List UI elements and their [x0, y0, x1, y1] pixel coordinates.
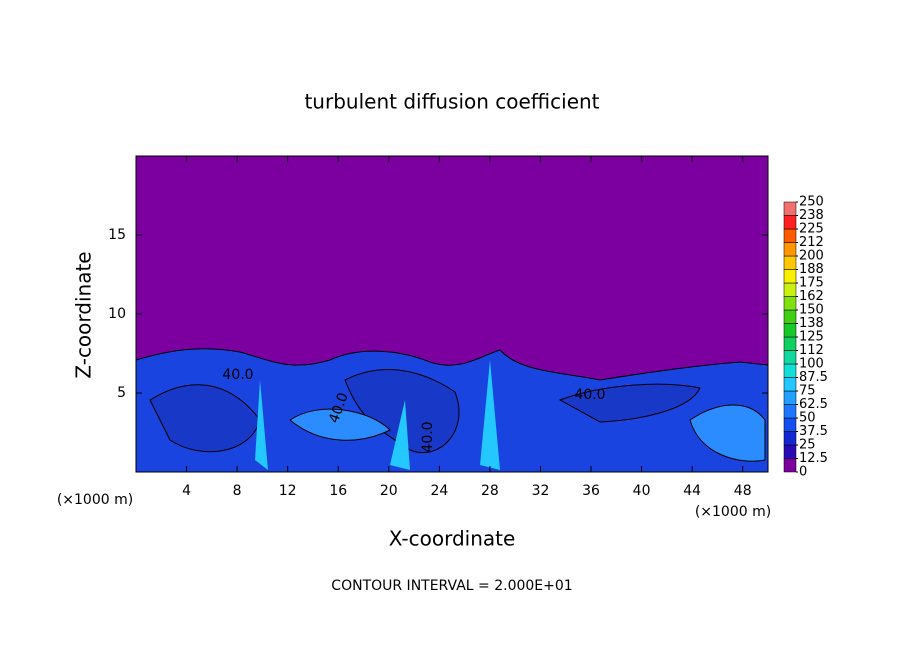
- x-tick-label: 32: [532, 483, 550, 499]
- x-tick-label: 40: [633, 483, 651, 499]
- colorbar-cell: [783, 431, 797, 446]
- footer-note: CONTOUR INTERVAL = 2.000E+01: [331, 578, 572, 594]
- colorbar-label: 138: [799, 316, 824, 331]
- y-tick-label: 5: [117, 385, 126, 401]
- colorbar-label: 200: [799, 249, 824, 264]
- x-tick-label: 12: [279, 483, 297, 499]
- colorbar-cell: [783, 282, 797, 297]
- x-tick-label: 16: [329, 483, 347, 499]
- x-tick-label: 20: [380, 483, 398, 499]
- x-unit: (×1000 m): [57, 492, 133, 508]
- colorbar-label: 238: [799, 208, 824, 223]
- x-tick-label: 28: [481, 483, 499, 499]
- x-tick-label: 48: [734, 483, 752, 499]
- colorbar-label: 62.5: [799, 397, 828, 412]
- colorbar-label: 112: [799, 343, 824, 358]
- x-axis-label: X-coordinate: [389, 527, 516, 551]
- chart-title: turbulent diffusion coefficient: [304, 90, 599, 114]
- colorbar-label: 100: [799, 357, 824, 372]
- colorbar-label: 125: [799, 330, 824, 345]
- contour-label: 40.0: [574, 387, 605, 403]
- eddy: [289, 408, 391, 441]
- x-unit: (×1000 m): [695, 504, 771, 520]
- eddy: [558, 383, 701, 423]
- colorbar-cell: [783, 242, 797, 257]
- colorbar-cell: [783, 228, 797, 243]
- colorbar-cell: [783, 444, 797, 459]
- x-tick-label: 8: [233, 483, 242, 499]
- x-tick-label: 4: [182, 483, 191, 499]
- colorbar-cell: [783, 309, 797, 324]
- x-tick-label: 44: [683, 483, 701, 499]
- colorbar-label: 212: [799, 235, 824, 250]
- colorbar-cell: [783, 201, 797, 216]
- colorbar-label: 150: [799, 303, 824, 318]
- colorbar-label: 250: [799, 195, 824, 210]
- colorbar-label: 175: [799, 276, 824, 291]
- colorbar-cell: [783, 296, 797, 311]
- y-tick-label: 15: [108, 227, 126, 243]
- colorbar-label: 75: [799, 384, 816, 399]
- y-axis-label: Z-coordinate: [72, 251, 96, 378]
- colorbar-cell: [783, 390, 797, 405]
- x-tick-label: 36: [582, 483, 600, 499]
- eddy: [689, 404, 766, 462]
- colorbar-cell: [783, 377, 797, 392]
- colorbar-label: 225: [799, 222, 824, 237]
- colorbar-label: 0: [799, 465, 807, 480]
- colorbar-label: 50: [799, 411, 816, 426]
- colorbar-label: 162: [799, 289, 824, 304]
- colorbar-cell: [783, 323, 797, 338]
- colorbar-label: 87.5: [799, 370, 828, 385]
- colorbar-cell: [783, 215, 797, 230]
- colorbar-label: 188: [799, 262, 824, 277]
- colorbar-cell: [783, 336, 797, 351]
- colorbar-cell: [783, 350, 797, 365]
- colorbar-label: 37.5: [799, 424, 828, 439]
- colorbar-cell: [783, 363, 797, 378]
- colorbar-cell: [783, 255, 797, 270]
- contour-label: 40.0: [222, 367, 253, 383]
- colorbar-label: 25: [799, 438, 816, 453]
- colorbar-cell: [783, 417, 797, 432]
- colorbar-cell: [783, 458, 797, 473]
- colorbar-cell: [783, 404, 797, 419]
- colorbar-cell: [783, 269, 797, 284]
- y-tick-label: 10: [108, 306, 126, 322]
- contour-label: 40.0: [420, 421, 436, 452]
- colorbar-label: 12.5: [799, 451, 828, 466]
- x-tick-label: 24: [430, 483, 448, 499]
